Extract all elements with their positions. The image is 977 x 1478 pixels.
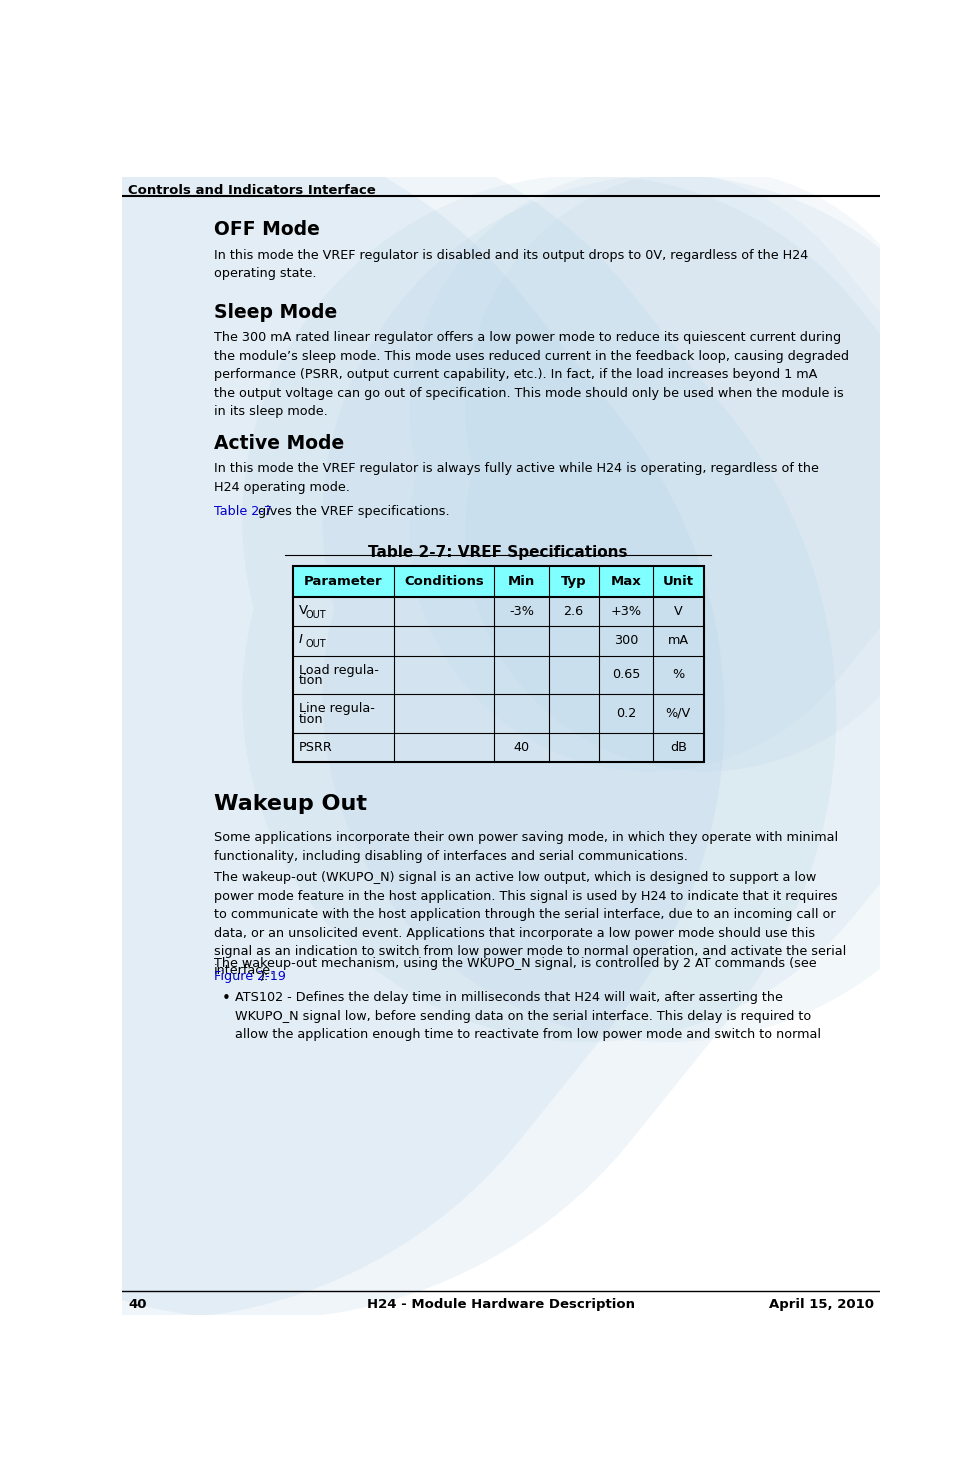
Text: V: V	[299, 603, 308, 616]
Text: H24 - Module Hardware Description: H24 - Module Hardware Description	[366, 1298, 635, 1311]
Text: Some applications incorporate their own power saving mode, in which they operate: Some applications incorporate their own …	[214, 831, 837, 863]
Text: Controls and Indicators Interface: Controls and Indicators Interface	[128, 183, 376, 197]
Text: %/V: %/V	[665, 706, 690, 720]
Text: Max: Max	[610, 575, 641, 588]
Text: ATS102 - Defines the delay time in milliseconds that H24 will wait, after assert: ATS102 - Defines the delay time in milli…	[234, 992, 820, 1041]
Text: ):: ):	[258, 970, 268, 983]
Text: The wakeup-out mechanism, using the WKUPO_N signal, is controlled by 2 AT comman: The wakeup-out mechanism, using the WKUP…	[214, 958, 816, 971]
Text: 0.65: 0.65	[612, 668, 640, 681]
Text: The wakeup-out (WKUPO_N) signal is an active low output, which is designed to su: The wakeup-out (WKUPO_N) signal is an ac…	[214, 871, 845, 977]
Text: tion: tion	[299, 674, 323, 687]
Text: Line regula-: Line regula-	[299, 702, 374, 715]
Text: Figure 2-19: Figure 2-19	[214, 970, 285, 983]
Text: mA: mA	[667, 634, 688, 647]
Text: I: I	[299, 633, 303, 646]
Bar	[292, 566, 702, 596]
Text: Min: Min	[507, 575, 534, 588]
Text: Parameter: Parameter	[304, 575, 382, 588]
Text: OUT: OUT	[305, 638, 325, 649]
Text: Active Mode: Active Mode	[214, 433, 344, 452]
Text: V: V	[673, 605, 682, 618]
Text: -3%: -3%	[508, 605, 533, 618]
Text: The 300 mA rated linear regulator offers a low power mode to reduce its quiescen: The 300 mA rated linear regulator offers…	[214, 331, 848, 418]
Text: Wakeup Out: Wakeup Out	[214, 794, 366, 814]
Text: Unit: Unit	[662, 575, 693, 588]
Text: Sleep Mode: Sleep Mode	[214, 303, 337, 322]
Text: OFF Mode: OFF Mode	[214, 220, 319, 239]
Text: tion: tion	[299, 712, 323, 726]
Text: 0.2: 0.2	[616, 706, 635, 720]
Text: +3%: +3%	[610, 605, 641, 618]
Text: Table 2-7: VREF Specifications: Table 2-7: VREF Specifications	[368, 545, 627, 560]
Text: Load regula-: Load regula-	[299, 664, 378, 677]
Text: Conditions: Conditions	[404, 575, 484, 588]
Text: gives the VREF specifications.: gives the VREF specifications.	[254, 504, 449, 517]
Text: 300: 300	[614, 634, 638, 647]
Text: April 15, 2010: April 15, 2010	[768, 1298, 873, 1311]
Text: 40: 40	[128, 1298, 147, 1311]
Text: OUT: OUT	[306, 610, 326, 619]
Text: In this mode the VREF regulator is always fully active while H24 is operating, r: In this mode the VREF regulator is alway…	[214, 463, 818, 494]
Text: 2.6: 2.6	[563, 605, 583, 618]
Text: PSRR: PSRR	[299, 740, 332, 754]
Text: %: %	[671, 668, 684, 681]
Text: dB: dB	[669, 740, 686, 754]
Bar	[292, 566, 702, 761]
Text: 40: 40	[513, 740, 529, 754]
Text: Typ: Typ	[560, 575, 586, 588]
Text: In this mode the VREF regulator is disabled and its output drops to 0V, regardle: In this mode the VREF regulator is disab…	[214, 248, 807, 281]
Text: Table 2-7: Table 2-7	[214, 504, 272, 517]
Text: •: •	[221, 992, 231, 1007]
